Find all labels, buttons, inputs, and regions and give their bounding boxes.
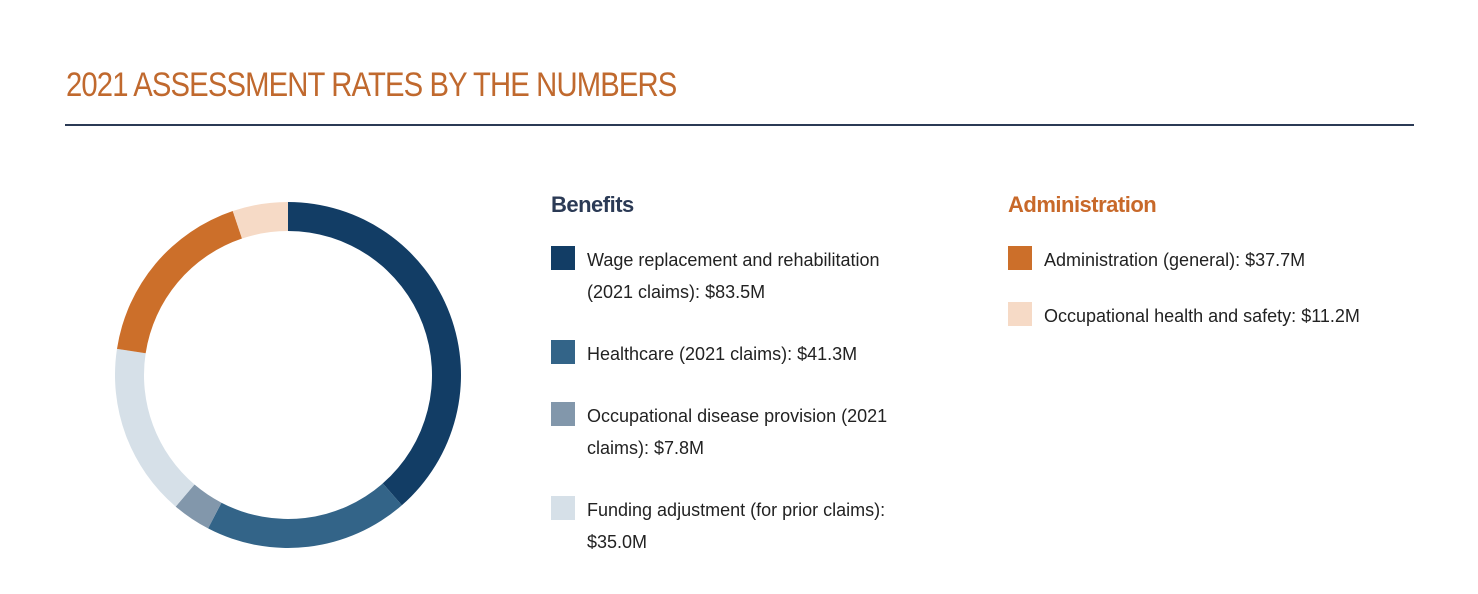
legend-label: Healthcare (2021 claims): <box>587 344 793 364</box>
legend-entry: Administration (general): $37.7M <box>1008 244 1404 276</box>
legend-label: Funding adjustment (for prior claims): <box>587 500 886 520</box>
legend-label: Wage replacement and rehabilitation (202… <box>587 250 880 302</box>
legend-entry: Occupational disease provision (2021 cla… <box>551 400 907 464</box>
legend-value: $11.2M <box>1301 306 1360 326</box>
legend-label: Occupational disease provision (2021 cla… <box>587 406 888 458</box>
legend-entry: Wage replacement and rehabilitation (202… <box>551 244 907 308</box>
legend-value: $83.5M <box>705 282 766 302</box>
legend-label: Administration (general): <box>1044 250 1241 270</box>
donut-chart <box>114 202 461 548</box>
legend-swatch <box>551 496 575 520</box>
legend-entry: Occupational health and safety: $11.2M <box>1008 300 1404 332</box>
legend-value: $35.0M <box>587 532 648 552</box>
legend-value: $37.7M <box>1245 250 1306 270</box>
legend-column: Administration Administration (general): … <box>1008 192 1408 356</box>
legend-value: $41.3M <box>797 344 858 364</box>
donut-slice <box>288 202 461 506</box>
legend-swatch <box>551 402 575 426</box>
legend-swatch <box>1008 302 1032 326</box>
title-rule <box>65 124 1414 126</box>
donut-slice <box>232 202 288 239</box>
legend-label: Occupational health and safety: <box>1044 306 1297 326</box>
donut-slice <box>114 348 195 507</box>
donut-slice <box>116 211 243 354</box>
donut-slice <box>208 483 402 548</box>
donut-slice <box>175 484 222 529</box>
legend-swatch <box>551 246 575 270</box>
legend-entry: Healthcare (2021 claims): $41.3M <box>551 338 907 370</box>
legend-column: Benefits Wage replacement and rehabilitat… <box>551 192 951 588</box>
legend-value: $7.8M <box>654 438 705 458</box>
chart-title: 2021 ASSESSMENT RATES BY THE NUMBERS <box>66 66 677 104</box>
legend-entry: Funding adjustment (for prior claims): $… <box>551 494 907 558</box>
legend-heading: Administration <box>1008 192 1157 217</box>
legend-heading: Benefits <box>551 192 634 217</box>
legend-swatch <box>551 340 575 364</box>
legend-swatch <box>1008 246 1032 270</box>
